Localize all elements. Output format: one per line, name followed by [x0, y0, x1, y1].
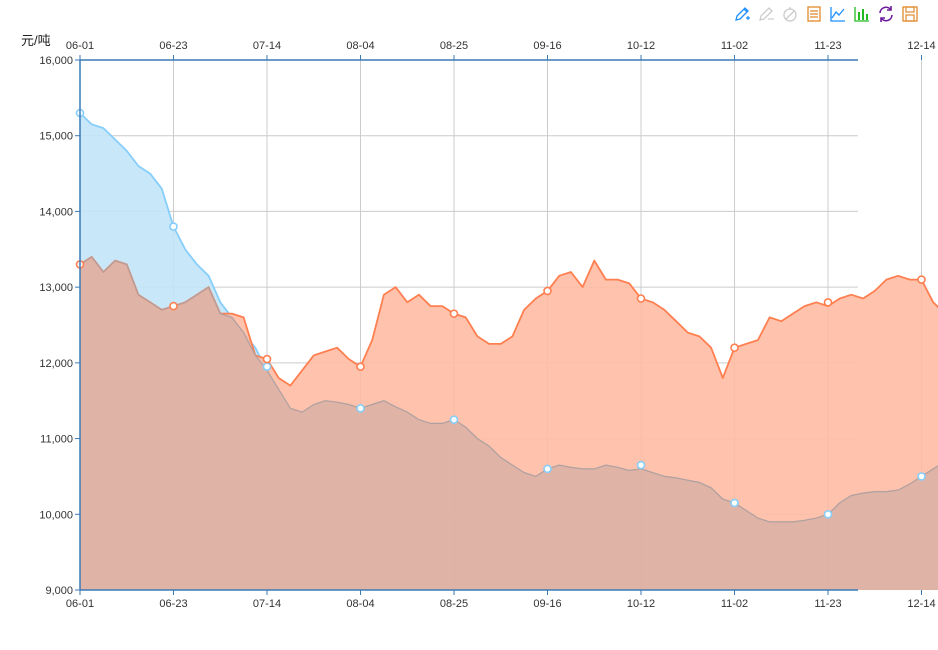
x-tick-label: 06-23	[159, 598, 187, 610]
y-tick-label: 14,000	[39, 206, 73, 218]
series-1-point	[636, 460, 646, 470]
x-tick-label: 12-14	[907, 598, 935, 610]
y-tick-label: 9,000	[45, 585, 73, 597]
line-chart-icon[interactable]	[826, 2, 850, 26]
series-1-point	[730, 498, 739, 508]
data-view-icon[interactable]	[802, 2, 826, 26]
x-tick-label-top: 11-23	[814, 40, 841, 52]
series-2-point	[917, 275, 926, 284]
x-tick-label: 08-25	[440, 598, 468, 610]
y-tick-label: 12,000	[39, 358, 73, 370]
x-tick-label-top: 10-12	[627, 40, 655, 52]
y-tick-label: 10,000	[39, 509, 73, 521]
series-2-point	[543, 286, 552, 296]
x-tick-label-top: 06-01	[66, 40, 94, 52]
series-1-point	[169, 222, 178, 231]
x-tick-label: 09-16	[533, 598, 561, 610]
overlap-area	[80, 256, 938, 590]
x-tick-label: 10-12	[627, 598, 655, 610]
series-2-point	[823, 297, 833, 307]
restore-icon[interactable]	[874, 2, 898, 26]
x-tick-label: 08-04	[346, 598, 374, 610]
series-1-point	[543, 464, 552, 474]
y-axis-unit-label: 元/吨	[21, 33, 51, 48]
series-1-point	[262, 362, 272, 371]
series-2-point	[356, 362, 365, 371]
x-tick-label-top: 12-14	[907, 40, 935, 52]
series-1-point	[449, 415, 459, 424]
overlap-line	[79, 256, 938, 523]
y-tick-label: 15,000	[39, 131, 73, 143]
x-tick-label: 06-01	[66, 598, 94, 610]
x-tick-label-top: 08-25	[440, 40, 468, 52]
series-1-point	[823, 509, 833, 519]
mark-clear-icon[interactable]	[778, 2, 802, 26]
series-1-point	[917, 472, 926, 481]
x-tick-label-top: 07-14	[253, 40, 281, 52]
mark-undo-icon[interactable]	[754, 2, 778, 26]
chart-toolbox	[730, 2, 922, 26]
y-tick-label: 11,000	[40, 434, 73, 446]
save-image-icon[interactable]	[898, 2, 922, 26]
y-tick-label: 13,000	[39, 282, 73, 294]
series-2-line	[79, 255, 938, 387]
series-2-point	[169, 301, 178, 311]
x-tick-label-top: 11-02	[721, 40, 748, 52]
bar-chart-icon[interactable]	[850, 2, 874, 26]
x-tick-label-top: 06-23	[159, 40, 187, 52]
series-2-point	[730, 343, 739, 353]
x-tick-label: 11-02	[721, 598, 748, 610]
x-tick-label: 07-14	[253, 598, 281, 610]
x-tick-label-top: 08-04	[346, 40, 374, 52]
series-1-point	[356, 403, 365, 413]
mark-pen-icon[interactable]	[730, 2, 754, 26]
series-2-point	[449, 309, 459, 318]
y-tick-label: 16,000	[39, 55, 73, 67]
series-2-point	[262, 354, 272, 364]
series-2-point	[636, 294, 646, 303]
x-tick-label-top: 09-16	[533, 40, 561, 52]
x-tick-label: 11-23	[814, 598, 841, 610]
